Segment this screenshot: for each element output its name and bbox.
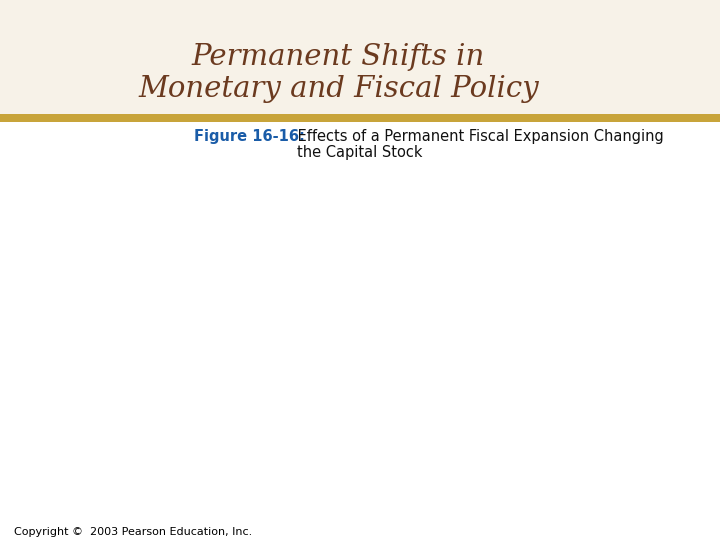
Text: Figure 16-16:: Figure 16-16:	[194, 129, 305, 144]
Text: 3: 3	[487, 333, 497, 347]
Text: Effects of a Permanent Fiscal Expansion Changing: Effects of a Permanent Fiscal Expansion …	[293, 129, 664, 144]
Text: $Y^f$: $Y^f$	[399, 506, 416, 525]
Text: Monetary and Fiscal Policy: Monetary and Fiscal Policy	[138, 75, 539, 103]
Text: $DD^2$: $DD^2$	[520, 199, 552, 218]
Text: 2: 2	[420, 382, 431, 397]
Text: $DD^1$: $DD^1$	[416, 199, 449, 218]
Text: Rate, E: Rate, E	[76, 212, 130, 225]
Text: the Capital Stock: the Capital Stock	[297, 145, 423, 160]
Text: $E^2$: $E^2$	[77, 382, 95, 400]
Text: $AA^1$: $AA^1$	[557, 347, 588, 366]
Text: 1: 1	[420, 286, 431, 301]
Text: $AA^2$: $AA^2$	[540, 442, 570, 461]
Text: Permanent Shifts in: Permanent Shifts in	[192, 43, 485, 71]
Text: Output, Y: Output, Y	[713, 498, 720, 511]
Text: Exchange: Exchange	[76, 179, 148, 192]
Text: Copyright ©  2003 Pearson Education, Inc.: Copyright © 2003 Pearson Education, Inc.	[14, 526, 253, 537]
Text: $E^1$: $E^1$	[77, 286, 95, 305]
